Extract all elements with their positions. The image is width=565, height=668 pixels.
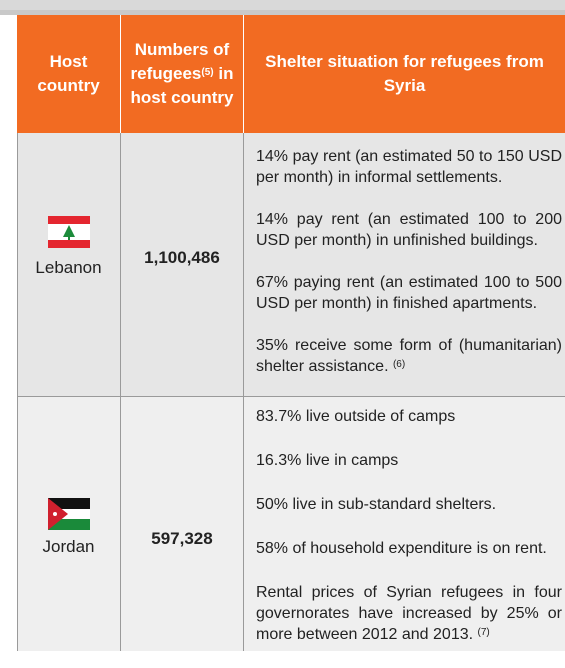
shelter-item: 67% paying rent (an estimated 100 to 500… [256, 272, 562, 314]
border [243, 133, 244, 651]
border [120, 133, 121, 651]
item-text: 58% of household expenditure is on rent. [256, 540, 547, 557]
shelter-item: 83.7% live outside of camps [256, 406, 562, 427]
refugee-count: 1,100,486 [144, 248, 220, 267]
flag-jordan [48, 498, 90, 530]
flag-lebanon [48, 216, 90, 248]
shelter-item: Rental prices of Syrian refugees in four… [256, 582, 562, 645]
shelter-item: 14% pay rent (an estimated 100 to 200 US… [256, 209, 562, 251]
country-name: Jordan [42, 537, 95, 556]
item-text: 83.7% live outside of camps [256, 408, 456, 425]
row-lebanon [17, 133, 565, 397]
border [17, 133, 18, 651]
shelter-list: 83.7% live outside of camps 16.3% live in… [256, 406, 562, 668]
header-numbers: Numbers of refugees(5) in host country [121, 15, 244, 133]
shelter-item: 50% live in sub-standard shelters. [256, 494, 562, 515]
item-text: 50% live in sub-standard shelters. [256, 496, 497, 513]
shelter-item: 58% of household expenditure is on rent. [256, 538, 562, 559]
header-row [17, 15, 565, 133]
footnote-ref: (7) [477, 627, 490, 638]
page: Host country Numbers of refugees(5) in h… [0, 0, 565, 651]
top-strip [0, 0, 565, 10]
footnote-ref: (6) [392, 359, 406, 370]
country-name: Lebanon [35, 258, 102, 277]
item-text: 16.3% live in camps [256, 452, 399, 469]
item-text: Rental prices of Syrian refugees in four… [256, 584, 562, 643]
shelter-item: 16.3% live in camps [256, 450, 562, 471]
shelter-item: 14% pay rent (an estimated 50 to 150 USD… [256, 146, 562, 188]
header-host: Host country [17, 15, 121, 133]
header-text: Shelter situation for refugees from Syri… [265, 52, 544, 95]
shelter-item: 35% receive some form of (humanitarian) … [256, 335, 562, 377]
item-text: 35% receive some form of (humanitarian) … [256, 337, 562, 375]
item-text: 14% pay rent (an estimated 50 to 150 USD… [256, 148, 562, 186]
top-rule [0, 10, 565, 15]
item-text: 67% paying rent (an estimated 100 to 500… [256, 274, 562, 312]
refugee-count: 597,328 [151, 529, 213, 548]
item-text: 14% pay rent (an estimated 100 to 200 US… [256, 211, 562, 249]
header-shelter: Shelter situation for refugees from Syri… [244, 15, 565, 133]
row-jordan [17, 397, 565, 651]
shelter-list: 14% pay rent (an estimated 50 to 150 USD… [256, 146, 562, 398]
header-text: Host country [37, 52, 100, 95]
header-text: Numbers of refugees(5) in host country [130, 40, 234, 107]
